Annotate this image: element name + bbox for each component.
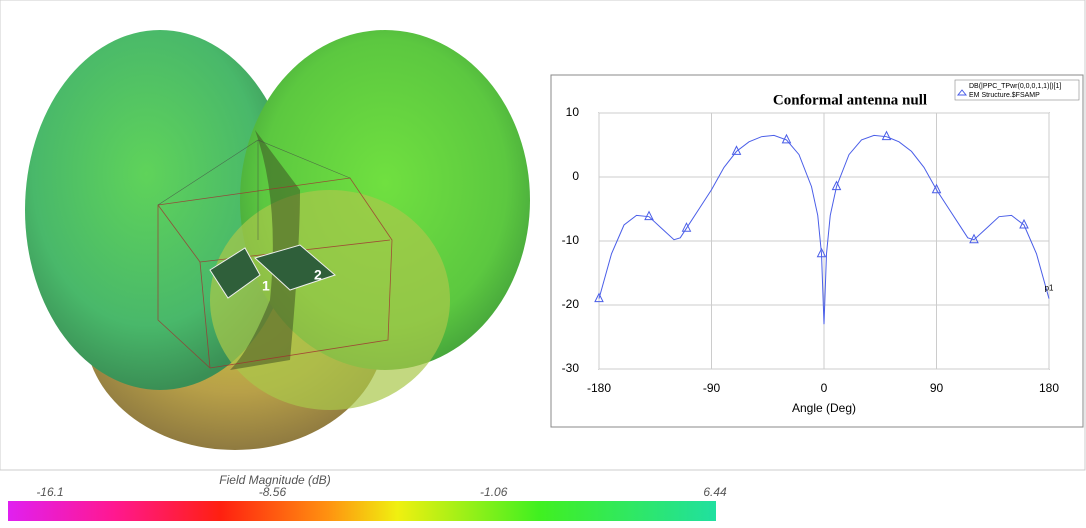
x-tick-label: -90 xyxy=(703,381,721,395)
x-tick-label: 0 xyxy=(821,381,828,395)
y-tick-label: -30 xyxy=(562,361,580,375)
y-tick-label: -20 xyxy=(562,297,580,311)
port-label: 1 xyxy=(262,278,270,294)
chart-frame xyxy=(551,75,1083,427)
marker-label: p1 xyxy=(1045,284,1054,293)
colorbar-tick-label: -1.06 xyxy=(480,485,508,499)
screen: 1 2 Field Magnitude (dB) Conformal anten… xyxy=(0,0,1086,523)
y-tick-label: -10 xyxy=(562,233,580,247)
x-tick-label: -180 xyxy=(587,381,611,395)
x-tick-label: 180 xyxy=(1039,381,1059,395)
colorbar-tick-label: 6.44 xyxy=(703,485,727,499)
legend-entry: DB(|PPC_TPwr(0,0,0,1,1)|)[1] xyxy=(969,83,1061,90)
y-tick-label: 10 xyxy=(566,105,580,119)
port-label: 2 xyxy=(314,267,322,283)
colorbar-tick-label: -16.1 xyxy=(36,485,63,499)
radiation-pattern xyxy=(25,30,530,450)
x-axis-label: Angle (Deg) xyxy=(792,401,856,415)
y-tick-label: 0 xyxy=(572,169,579,183)
legend-source: EM Structure.$FSAMP xyxy=(969,92,1040,99)
colorbar xyxy=(8,501,716,521)
chart-title: Conformal antenna null xyxy=(773,92,927,108)
colorbar-tick-label: -8.56 xyxy=(259,485,287,499)
x-tick-label: 90 xyxy=(930,381,944,395)
